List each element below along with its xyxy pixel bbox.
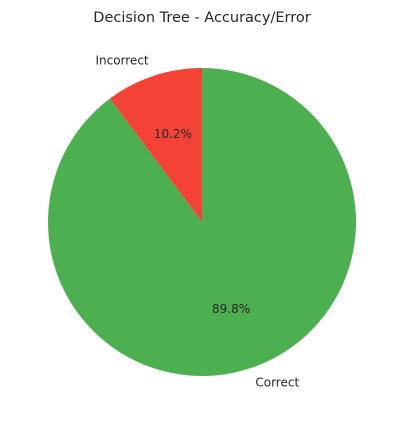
slice-label-incorrect: Incorrect: [95, 54, 148, 68]
pie-slice-incorrect: [109, 68, 202, 222]
pie-labels: Correct 89.8% Incorrect 10.2%: [95, 54, 299, 390]
pie-slice-correct: [47, 68, 356, 376]
pie-slices: [47, 68, 356, 376]
chart-title: Decision Tree - Accuracy/Error: [93, 10, 310, 26]
slice-percent-correct: 89.8%: [212, 302, 250, 316]
slice-label-correct: Correct: [255, 375, 299, 389]
slice-percent-incorrect: 10.2%: [154, 127, 192, 141]
